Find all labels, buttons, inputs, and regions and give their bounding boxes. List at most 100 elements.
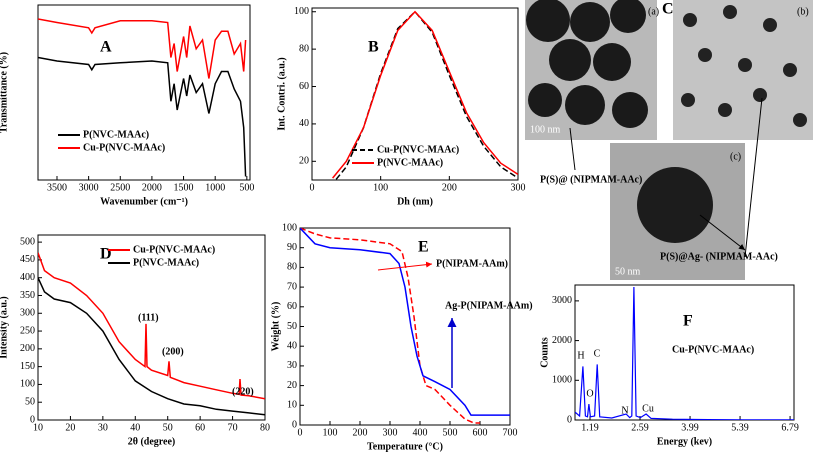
series-line (575, 286, 794, 420)
x-tick-label: 2000 (142, 182, 162, 193)
y-tick-label: 40 (299, 118, 309, 129)
x-axis-label: Dh (nm) (397, 196, 433, 207)
y-tick-label: 100 (294, 6, 309, 17)
panel-label: F (683, 313, 693, 330)
y-tick-label: 90 (287, 242, 297, 253)
particles-a (526, 0, 648, 128)
y-tick-label: 0 (567, 414, 572, 425)
panel-label: D (100, 246, 112, 263)
pointer (744, 97, 763, 258)
x-tick-label: 1500 (174, 182, 194, 193)
legend-label: Cu-P(NVC-MAAc) (83, 142, 165, 153)
peak-label: H (577, 350, 584, 361)
x-tick-label: 700 (503, 427, 518, 438)
particles-b (681, 5, 807, 127)
x-tick-label: 70 (228, 422, 238, 433)
x-tick-label: 200 (353, 427, 368, 438)
pointer (377, 261, 433, 271)
y-tick-label: 60 (287, 301, 297, 312)
y-axis-label: Int. Contri. (a.u.) (276, 57, 287, 130)
x-tick-label: 100 (323, 427, 338, 438)
x-tick-label: 2500 (110, 182, 130, 193)
legend-label: Cu-P(NVC-MAAc) (133, 244, 215, 255)
x-tick-label: 0 (298, 427, 303, 438)
y-tick-label: 50 (25, 397, 35, 408)
series-line (300, 228, 480, 424)
panel-label: C (662, 1, 674, 18)
y-tick-label: 500 (20, 236, 35, 247)
y-tick-label: 10 (287, 400, 297, 411)
y-tick-label: 60 (299, 81, 309, 92)
annotation: P(S)@Ag- (NIPMAM-AAc) (660, 251, 778, 262)
x-tick-label: 500 (239, 182, 254, 193)
peak-annotation: (220) (232, 386, 254, 397)
plot-frame (37, 234, 266, 421)
y-tick-label: 100 (20, 379, 35, 390)
y-tick-label: 20 (299, 156, 309, 167)
panel-label: B (368, 39, 379, 56)
x-tick-label: 300 (383, 427, 398, 438)
particle-c (637, 167, 713, 243)
y-tick-label: 0 (30, 414, 35, 425)
y-tick-label: 100 (282, 222, 297, 233)
x-axis-label: Wavenumber (cm⁻¹) (100, 196, 188, 207)
series-annotation: Ag-P(NIPAM-AAm) (445, 300, 533, 311)
y-tick-label: 150 (20, 361, 35, 372)
annotation: P(S)@ (NIPMAM-AAc) (540, 174, 642, 185)
pointer (569, 127, 576, 171)
x-tick-label: 50 (163, 422, 173, 433)
y-tick-label: 30 (287, 360, 297, 371)
series-line (38, 277, 265, 416)
x-tick-label: 400 (413, 427, 428, 438)
peak-label: Cu (642, 403, 654, 414)
y-tick-label: 2000 (552, 335, 572, 346)
y-tick-label: 200 (20, 343, 35, 354)
legend-label: Cu-P(NVC-MAAc) (377, 144, 459, 155)
y-tick-label: 0 (292, 419, 297, 430)
plot-frame (37, 4, 251, 181)
y-tick-label: 300 (20, 308, 35, 319)
x-tick-label: 2.59 (631, 422, 649, 433)
x-tick-label: 300 (511, 182, 526, 193)
series-line (38, 18, 247, 79)
x-tick-label: 20 (65, 422, 75, 433)
x-tick-label: 5.39 (731, 422, 749, 433)
x-tick-label: 3500 (47, 182, 67, 193)
y-tick-label: 50 (287, 321, 297, 332)
peak-annotation: (200) (162, 346, 184, 357)
y-tick-label: 3000 (552, 295, 572, 306)
legend-label: P(NVC-MAAc) (377, 157, 443, 168)
series-annotation: P(NIPAM-AAm) (436, 258, 508, 269)
image-label: (a) (648, 6, 659, 17)
peak-annotation: (111) (138, 312, 159, 323)
x-tick-label: 30 (98, 422, 108, 433)
x-axis-label: 2θ (degree) (128, 436, 176, 447)
y-tick-label: 1000 (552, 375, 572, 386)
y-tick-label: 450 (20, 254, 35, 265)
y-axis-label: Weight (%) (270, 302, 281, 352)
plot-frame (574, 284, 795, 421)
legend-label: P(NVC-MAAc) (83, 129, 149, 140)
y-tick-label: 80 (287, 262, 297, 273)
series-line (300, 228, 510, 416)
x-tick-label: 80 (260, 422, 270, 433)
series-line (38, 56, 247, 177)
x-tick-label: 500 (443, 427, 458, 438)
y-axis-label: Intensity (a.u.) (0, 296, 9, 359)
pointer (699, 214, 746, 251)
scale-bar-label: 100 nm (530, 124, 561, 135)
y-tick-label: 350 (20, 290, 35, 301)
x-tick-label: 1000 (205, 182, 225, 193)
x-tick-label: 0 (310, 182, 315, 193)
y-tick-label: 70 (287, 281, 297, 292)
legend-label: P(NVC-MAAc) (133, 257, 199, 268)
x-tick-label: 10 (33, 422, 43, 433)
y-axis-label: Counts (539, 337, 550, 368)
y-tick-label: 250 (20, 325, 35, 336)
panel-label: E (418, 239, 429, 256)
y-tick-label: 400 (20, 272, 35, 283)
x-tick-label: 200 (442, 182, 457, 193)
x-tick-label: 1.19 (581, 422, 599, 433)
x-tick-label: 600 (473, 427, 488, 438)
